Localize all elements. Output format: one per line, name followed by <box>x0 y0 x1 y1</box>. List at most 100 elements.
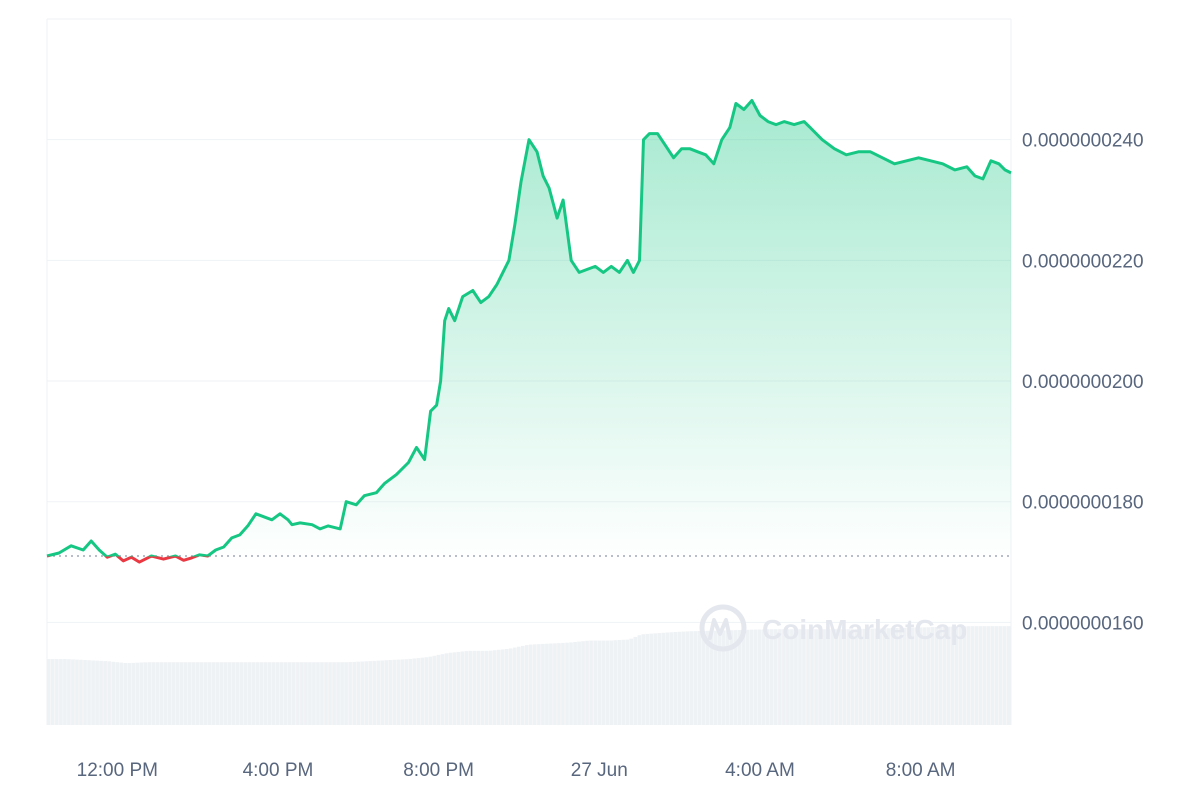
volume-bar <box>472 650 477 725</box>
volume-bar <box>725 630 730 725</box>
volume-bar <box>251 662 256 725</box>
volume-bar <box>259 662 264 725</box>
volume-bar <box>111 661 115 725</box>
volume-bar <box>476 650 481 725</box>
volume-bar <box>179 662 184 725</box>
volume-bar <box>356 661 360 725</box>
volume-bar <box>183 662 188 725</box>
volume-bar <box>645 633 650 725</box>
volume-bar <box>962 626 967 725</box>
x-tick-label: 12:00 PM <box>77 760 158 781</box>
volume-bar <box>368 661 373 725</box>
volume-bar <box>653 633 658 725</box>
volume-bar <box>332 662 336 725</box>
volume-bar <box>689 631 694 725</box>
volume-bar <box>870 628 875 725</box>
volume-bar <box>123 662 128 725</box>
volume-bar <box>713 630 718 725</box>
volume-bar <box>71 659 75 725</box>
volume-bar <box>380 660 385 725</box>
volume-bar <box>922 627 927 725</box>
volume-bar <box>199 662 204 725</box>
volume-bar <box>308 662 312 725</box>
y-tick-label: 0.0000000180 <box>1022 493 1144 514</box>
volume-bar <box>151 662 156 725</box>
volume-bar <box>51 659 55 725</box>
volume-bar <box>195 662 200 725</box>
volume-bar <box>163 662 168 725</box>
volume-bar <box>926 627 931 725</box>
volume-bar <box>954 626 959 725</box>
y-axis: 0.0000000160 0.0000000180 0.0000000200 0.00… <box>1022 131 1144 635</box>
volume-bar <box>930 627 935 725</box>
volume-bar <box>432 655 437 725</box>
volume-bar <box>452 652 457 725</box>
volume-bar <box>902 627 907 725</box>
volume-bar <box>886 628 891 725</box>
volume-bar <box>283 662 288 725</box>
volume-bar <box>665 632 670 725</box>
volume-bar <box>529 644 533 725</box>
volume-bar <box>874 628 879 725</box>
volume-bar <box>790 629 794 725</box>
x-axis: 12:00 PM 4:00 PM 8:00 PM 27 Jun 4:00 AM 8:00 … <box>77 760 956 781</box>
volume-bar <box>862 628 867 725</box>
volume-bar <box>774 629 778 725</box>
volume-bar <box>741 629 746 725</box>
volume-bar <box>364 661 369 725</box>
volume-bar <box>480 650 485 725</box>
volume-bar <box>641 634 646 725</box>
volume-bar <box>830 629 834 725</box>
volume-bar <box>541 643 545 725</box>
volume-bar <box>677 631 682 725</box>
volume-bar <box>428 656 433 725</box>
volume-bar <box>834 629 838 725</box>
volume-bar <box>685 631 690 725</box>
volume-bar <box>207 662 212 725</box>
volume-bar <box>227 662 232 725</box>
volume-bar <box>866 628 871 725</box>
volume-bar <box>657 633 662 725</box>
volume-bar <box>324 662 328 725</box>
volume-bar <box>810 629 814 725</box>
volume-bar <box>231 662 236 725</box>
volume-bar <box>669 632 674 725</box>
volume-bar <box>440 654 445 725</box>
volume-bar <box>436 654 441 725</box>
volume-bar <box>508 648 513 725</box>
volume-bar <box>67 659 71 725</box>
volume-bar <box>107 661 111 725</box>
price-line-up <box>46 99 1012 557</box>
volume-bar <box>770 629 774 725</box>
volume-bar <box>649 633 654 725</box>
volume-bar <box>143 662 148 725</box>
volume-bar <box>942 626 947 725</box>
volume-bar <box>806 629 810 725</box>
volume-bar <box>167 662 172 725</box>
volume-bar <box>701 630 706 725</box>
coinmarketcap-watermark: CoinMarketCap <box>699 604 967 652</box>
volume-bar <box>239 662 244 725</box>
volume-bar <box>219 662 224 725</box>
volume-bar <box>340 662 344 725</box>
volume-bar <box>348 662 352 725</box>
volume-bar <box>978 626 983 725</box>
volume-bar <box>693 631 698 725</box>
volume-bar <box>267 662 272 725</box>
volume-bar <box>344 662 348 725</box>
volume-bar <box>737 629 742 725</box>
volume-bar <box>729 630 734 725</box>
volume-bar <box>279 662 284 725</box>
volume-bar <box>99 660 103 725</box>
volume-bar <box>247 662 252 725</box>
volume-bar <box>424 657 429 725</box>
volume-bar <box>782 629 786 725</box>
volume-bar <box>372 660 377 725</box>
volume-bar <box>460 651 465 725</box>
volume-bar <box>914 627 919 725</box>
y-tick-label: 0.0000000220 <box>1022 251 1144 272</box>
volume-bar <box>569 642 573 725</box>
x-tick-label: 4:00 PM <box>243 760 314 781</box>
